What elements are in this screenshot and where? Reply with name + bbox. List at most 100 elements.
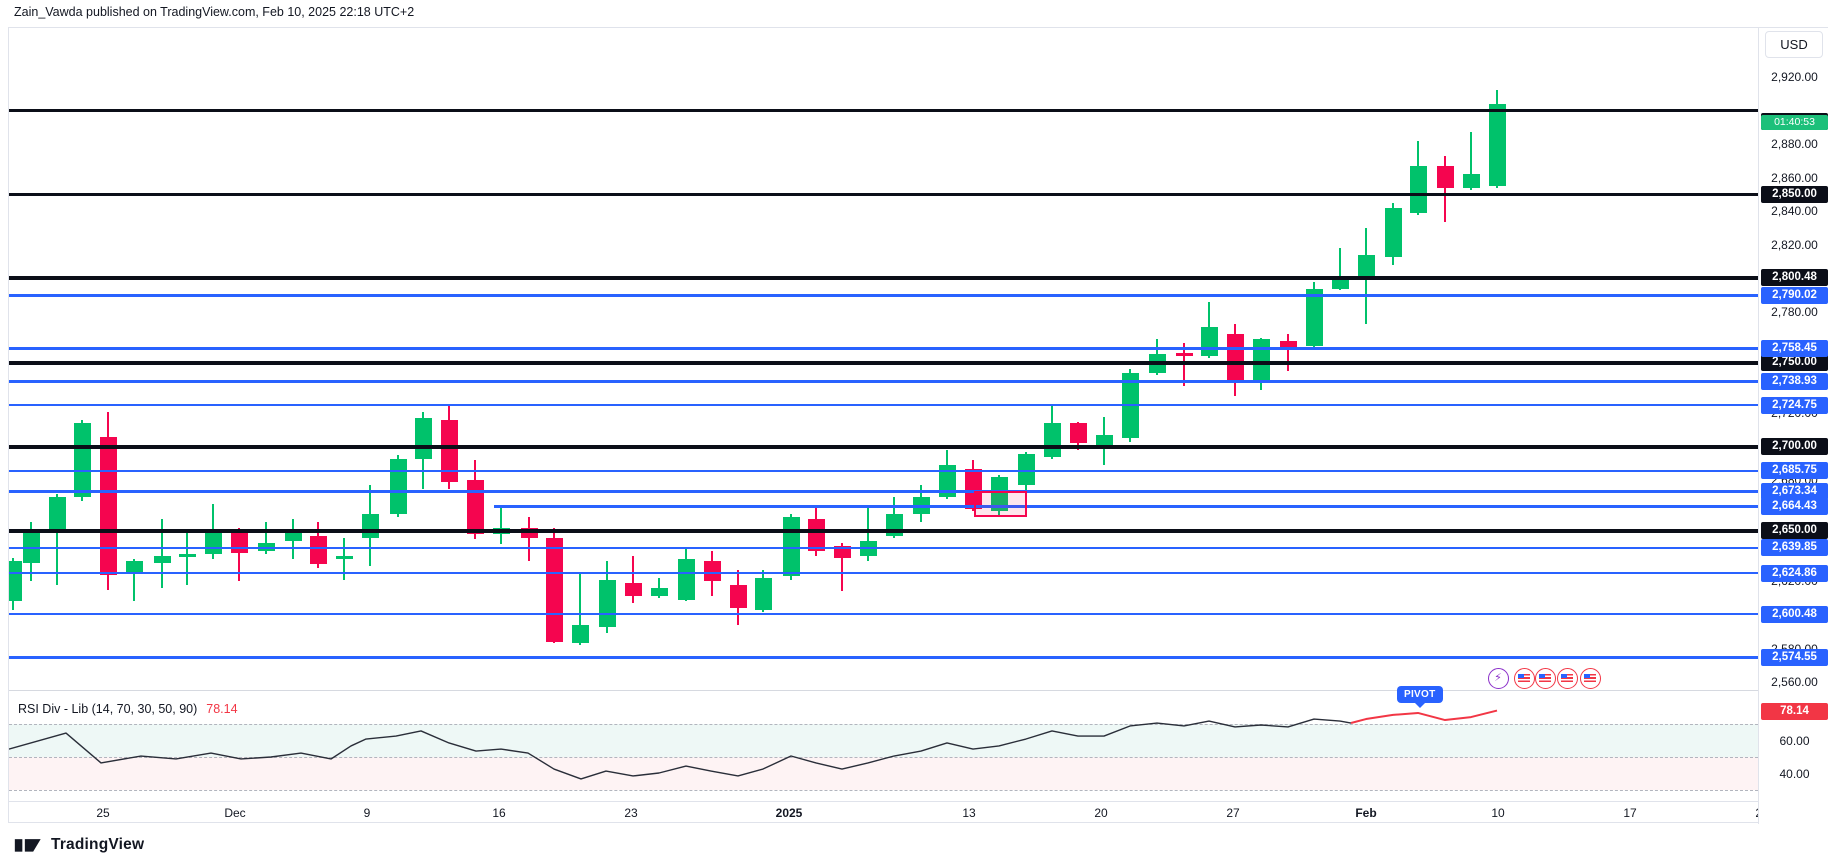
fib-level-line	[9, 546, 1758, 550]
fib-level-line	[9, 347, 1758, 350]
price-line-label: 2,685.75	[1761, 462, 1828, 480]
event-us-flag-icon[interactable]	[1513, 667, 1535, 689]
event-us-flag-icon[interactable]	[1579, 667, 1601, 689]
rsi-pane: RSI Div - Lib (14, 70, 30, 50, 90) 78.14	[9, 690, 1758, 802]
time-axis-label: 20	[1094, 806, 1108, 820]
rsi-level-line	[9, 724, 1758, 725]
rsi-plot-svg	[9, 709, 1498, 780]
candle-wick	[1339, 248, 1341, 291]
candle	[754, 577, 772, 610]
price-line-label: 2,724.75	[1761, 396, 1828, 414]
time-axis-label: 16	[492, 806, 506, 820]
tradingview-logo-icon	[14, 839, 41, 852]
us-flag-glyph	[1561, 673, 1573, 683]
currency-toggle-button[interactable]: USD	[1765, 31, 1823, 58]
candle	[650, 588, 668, 597]
candle	[1305, 288, 1323, 346]
candle	[807, 519, 825, 552]
candle	[73, 423, 91, 498]
candle	[1226, 334, 1244, 382]
candle	[545, 537, 563, 642]
candle-wick	[161, 519, 163, 588]
candle	[1357, 255, 1375, 279]
candle-wick	[265, 522, 267, 555]
candle	[833, 545, 851, 558]
flag-canton	[1539, 673, 1545, 678]
candle-wick	[841, 542, 843, 592]
candle	[1043, 423, 1061, 457]
attribution-text: Zain_Vawda published on TradingView.com,…	[14, 5, 415, 19]
candle	[153, 556, 171, 563]
fib-level-line	[9, 490, 1758, 493]
candle-wick	[1470, 132, 1472, 190]
time-axis-label: 9	[363, 806, 371, 820]
us-flag-glyph	[1518, 673, 1530, 683]
candle	[1409, 166, 1427, 214]
flag-canton	[1518, 673, 1524, 678]
pivot-callout: PIVOT	[1397, 686, 1443, 708]
price-line-label: 2,758.45	[1761, 340, 1828, 358]
candle	[1488, 103, 1506, 187]
price-line-label: 2,750.00	[1761, 354, 1828, 372]
candle	[1384, 208, 1402, 257]
price-line-label: 2,850.00	[1761, 186, 1828, 204]
candle	[1017, 453, 1035, 486]
candle	[938, 465, 956, 498]
price-line-label: 2,700.00	[1761, 438, 1828, 456]
event-lightning-icon[interactable]: ⚡	[1487, 667, 1509, 689]
time-axis-label: 27	[1226, 806, 1240, 820]
price-axis-tick: 2,920.00	[1771, 70, 1818, 84]
event-us-flag-icon[interactable]	[1534, 667, 1556, 689]
fib-level-line	[494, 505, 1758, 508]
price-axis-tick: 2,780.00	[1771, 305, 1818, 320]
time-axis[interactable]: 25Dec916232025132027Feb101724	[9, 801, 1829, 825]
candle	[309, 535, 327, 565]
time-axis-label: Feb	[1355, 806, 1377, 820]
candle	[964, 468, 982, 510]
candle	[1069, 423, 1087, 444]
price-line-label: 2,624.86	[1761, 564, 1828, 582]
price-line-label: 2,673.34	[1761, 483, 1828, 501]
fib-level-line	[9, 294, 1758, 297]
candle	[598, 579, 616, 627]
rsi-indicator-value: 78.14	[206, 702, 238, 716]
rsi-level-line	[9, 757, 1758, 758]
candle	[1175, 352, 1193, 357]
price-axis-tick: 2,880.00	[1771, 137, 1818, 152]
resistance-line	[9, 529, 1758, 533]
plot-area: ⚡	[9, 28, 1758, 690]
fib-level-line	[9, 380, 1758, 383]
resistance-line	[9, 192, 1758, 197]
candle-wick	[238, 527, 240, 582]
candle	[125, 561, 143, 573]
price-line-label: 2,664.43	[1761, 498, 1828, 516]
price-axis-tick: 2,860.00	[1771, 170, 1818, 185]
price-axis-tick: 2,820.00	[1771, 238, 1818, 253]
price-line-label: 2,639.85	[1761, 539, 1828, 557]
candle	[361, 514, 379, 538]
candle	[284, 532, 302, 541]
rsi-axis-tick: 60.00	[1779, 733, 1810, 748]
candle	[571, 625, 589, 644]
fib-level-line	[9, 469, 1758, 473]
candle	[885, 514, 903, 536]
resistance-line	[9, 108, 1758, 113]
resistance-line	[9, 445, 1758, 449]
candle-wick	[56, 493, 58, 585]
rsi-axis-tick: 40.00	[1779, 766, 1810, 781]
price-line-label: 2,574.55	[1761, 649, 1828, 667]
candle	[1436, 166, 1454, 188]
candle	[1279, 340, 1297, 348]
event-us-flag-icon[interactable]	[1556, 667, 1578, 689]
candle	[48, 497, 66, 531]
chart-frame: ⚡ RSI Div - Lib (14, 70, 30, 50, 90) 78.1…	[8, 27, 1830, 825]
time-axis-label: 13	[962, 806, 976, 820]
time-axis-label: 10	[1491, 806, 1505, 820]
candle	[414, 418, 432, 459]
price-axis[interactable]: USD 01:40:53 78.14 2,920.00 2,880.00 2,860…	[1758, 28, 1830, 824]
candle	[230, 530, 248, 553]
bar-countdown-label[interactable]: 01:40:53	[1761, 115, 1828, 130]
candle	[729, 584, 747, 609]
candle	[703, 561, 721, 582]
candle	[9, 561, 22, 602]
